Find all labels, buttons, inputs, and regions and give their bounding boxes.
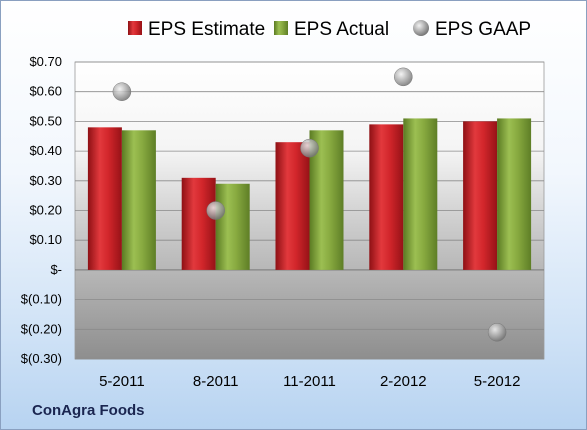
y-axis-ticks: $0.70 $0.60 $0.50 $0.40 $0.30 $0.20 $0.10 $- $(0… [21,54,62,366]
x-axis-ticks: 5-2011 8-2011 11-2011 2-2012 5-2012 [99,373,520,390]
legend-swatch-actual [274,21,288,35]
estimate-bar [87,127,122,270]
legend: EPS Estimate EPS Actual EPS GAAP [128,19,531,40]
x-tick-label: 8-2011 [193,373,239,390]
company-name: ConAgra Foods [32,402,145,419]
y-tick-label: $0.70 [29,54,62,69]
y-tick-label: $0.60 [29,84,62,99]
actual-bar [497,118,532,270]
estimate-bar [275,142,310,270]
x-tick-label: 2-2012 [380,373,427,390]
legend-label-estimate: EPS Estimate [148,19,265,40]
estimate-bar [181,177,216,270]
bars [87,118,532,270]
x-tick-label: 5-2012 [474,373,521,390]
y-tick-label: $0.50 [29,113,62,128]
y-tick-label: $(0.10) [21,292,62,307]
gaap-point [300,138,319,158]
legend-label-gaap: EPS GAAP [435,19,531,40]
y-tick-label: $(0.20) [21,321,62,336]
actual-bar [121,130,156,270]
x-tick-label: 11-2011 [283,373,336,390]
estimate-bar [369,124,404,270]
actual-bar [403,118,438,270]
legend-marker-gaap [413,20,429,36]
gaap-point [206,201,225,220]
gaap-points [112,67,507,342]
estimate-bar [463,121,498,270]
legend-swatch-estimate [128,21,142,35]
y-tick-label: $0.20 [29,203,62,218]
gaap-point [394,67,413,87]
gaap-point [112,82,132,101]
y-tick-label: $0.10 [29,232,62,247]
y-tick-label: $- [50,262,62,277]
y-tick-label: $0.30 [29,173,62,188]
legend-label-actual: EPS Actual [294,19,389,40]
actual-bar [215,183,250,270]
x-tick-label: 5-2011 [99,373,145,390]
y-tick-label: $0.40 [29,143,62,158]
y-tick-label: $(0.30) [21,351,62,366]
gaap-point [487,323,507,342]
